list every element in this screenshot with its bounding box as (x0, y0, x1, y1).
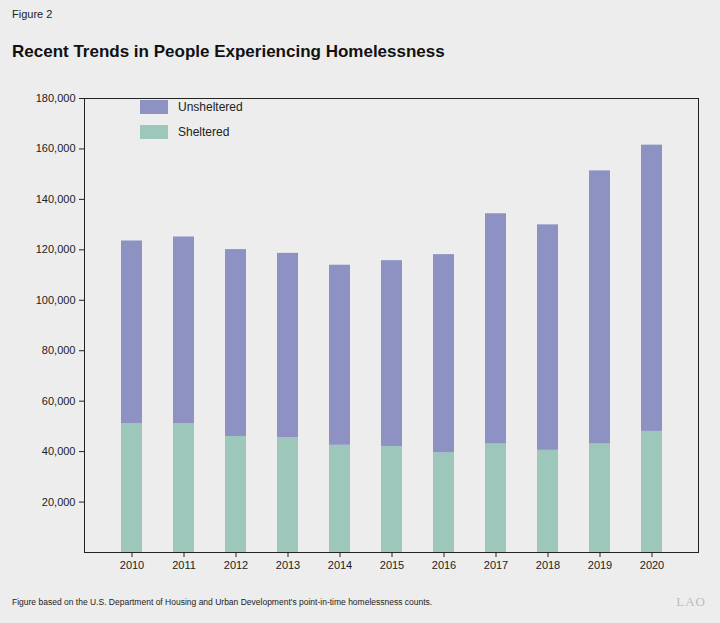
svg-text:2012: 2012 (224, 559, 248, 571)
svg-text:60,000: 60,000 (42, 395, 76, 407)
html-text:Recent Trends in People Experi: Recent Trends in People Experiencing Hom… (12, 42, 445, 61)
html-text:LAO: LAO (676, 594, 706, 609)
svg-text:120,000: 120,000 (36, 243, 76, 255)
svg-text:80,000: 80,000 (42, 344, 76, 356)
svg-text:2017: 2017 (484, 559, 508, 571)
svg-text:2015: 2015 (380, 559, 404, 571)
svg-text:160,000: 160,000 (36, 142, 76, 154)
svg-text:100,000: 100,000 (36, 294, 76, 306)
svg-text:40,000: 40,000 (42, 445, 76, 457)
svg-text:2018: 2018 (536, 559, 560, 571)
html-text:Sheltered: Sheltered (178, 125, 230, 139)
html-text:Figure based on the U.S. Depar: Figure based on the U.S. Department of H… (12, 597, 433, 607)
svg-text:2010: 2010 (120, 559, 144, 571)
svg-text:20,000: 20,000 (42, 496, 76, 508)
svg-text:2016: 2016 (432, 559, 456, 571)
svg-text:180,000: 180,000 (36, 92, 76, 104)
svg-text:2014: 2014 (328, 559, 352, 571)
svg-text:2020: 2020 (640, 559, 664, 571)
svg-text:2011: 2011 (172, 559, 196, 571)
svg-text:2013: 2013 (276, 559, 300, 571)
svg-text:2019: 2019 (588, 559, 612, 571)
html-text:Unsheltered: Unsheltered (178, 100, 243, 114)
svg-text:140,000: 140,000 (36, 193, 76, 205)
html-text:Figure 2: Figure 2 (12, 8, 53, 20)
